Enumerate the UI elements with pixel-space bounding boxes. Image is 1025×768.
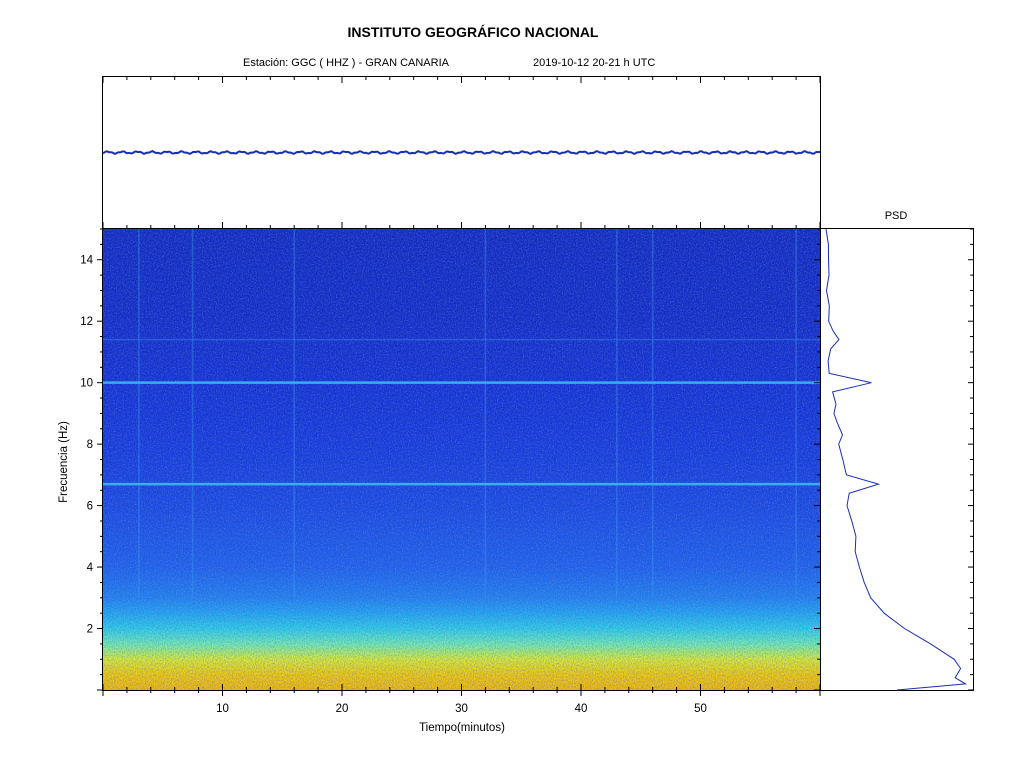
x-tick-label: 10 <box>216 703 229 715</box>
y-tick-label: 2 <box>87 624 93 636</box>
spectrogram-noise-light <box>103 229 820 690</box>
x-tick-label: 50 <box>694 703 707 715</box>
seismogram-trace <box>102 150 821 155</box>
x-tick-label: 40 <box>575 703 588 715</box>
x-axis-label: Tiempo(minutos) <box>419 722 505 734</box>
spectrogram-tick-labels: 10 20 30 40 50 2 4 6 8 10 12 14 <box>80 255 707 715</box>
spectrogram-panel: 10 20 30 40 50 2 4 6 8 10 12 14 Tiempo(minutos) Fre… <box>58 228 821 734</box>
psd-panel: PSD <box>820 210 974 691</box>
spectrogram-lines <box>103 338 820 486</box>
y-tick-label: 10 <box>80 378 93 390</box>
figure-title: INSTITUTO GEOGRÁFICO NACIONAL <box>348 24 599 40</box>
spectrogram-streaks <box>138 229 797 598</box>
x-tick-label: 30 <box>455 703 468 715</box>
psd-line <box>825 228 968 691</box>
y-tick-label: 8 <box>87 439 93 451</box>
x-tick-label: 20 <box>336 703 349 715</box>
psd-ticks <box>968 228 973 691</box>
psd-title: PSD <box>885 210 908 222</box>
y-tick-label: 4 <box>87 562 94 574</box>
y-tick-label: 6 <box>87 501 93 513</box>
spectrogram-ticks <box>97 228 821 696</box>
psd-frame <box>820 228 974 691</box>
datetime-label: 2019-10-12 20-21 h UTC <box>533 57 655 69</box>
seismogram-panel <box>102 76 821 229</box>
y-axis-label: Frecuencia (Hz) <box>58 421 70 503</box>
y-tick-label: 12 <box>80 316 93 328</box>
station-label: Estación: GGC ( HHZ ) - GRAN CANARIA <box>243 57 450 69</box>
y-tick-label: 14 <box>80 255 93 267</box>
seismogram-ticks <box>102 77 821 228</box>
